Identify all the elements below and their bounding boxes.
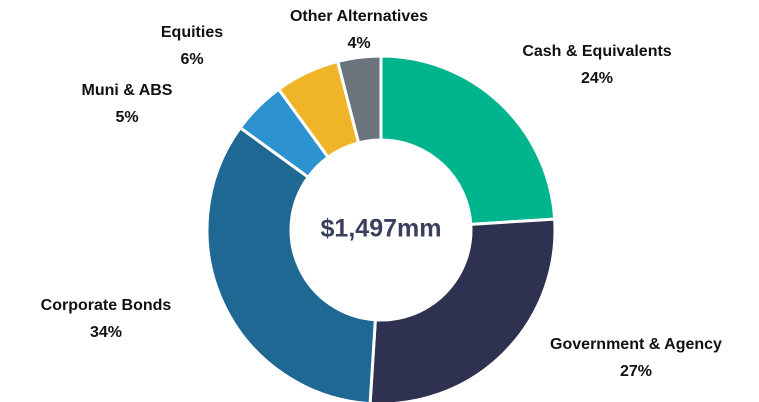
slice-label: Corporate Bonds <box>41 297 172 314</box>
slice-value-label: 34% <box>90 324 122 341</box>
slice-value-label: 27% <box>620 363 652 380</box>
donut-slice <box>379 54 557 226</box>
slice-value-label: 24% <box>581 70 613 87</box>
slice-value-label: 4% <box>347 35 370 52</box>
slice-label: Cash & Equivalents <box>522 43 671 60</box>
slice-value-label: 6% <box>180 51 203 68</box>
slice-label: Other Alternatives <box>290 8 428 25</box>
donut-slice <box>335 54 383 145</box>
center-label: $1,497mm <box>321 215 442 243</box>
slice-label: Government & Agency <box>550 336 722 353</box>
donut-slice <box>205 125 377 402</box>
donut-slice <box>368 217 557 402</box>
slice-label: Equities <box>161 24 223 41</box>
slice-label: Muni & ABS <box>82 82 173 99</box>
slice-value-label: 5% <box>115 109 138 126</box>
